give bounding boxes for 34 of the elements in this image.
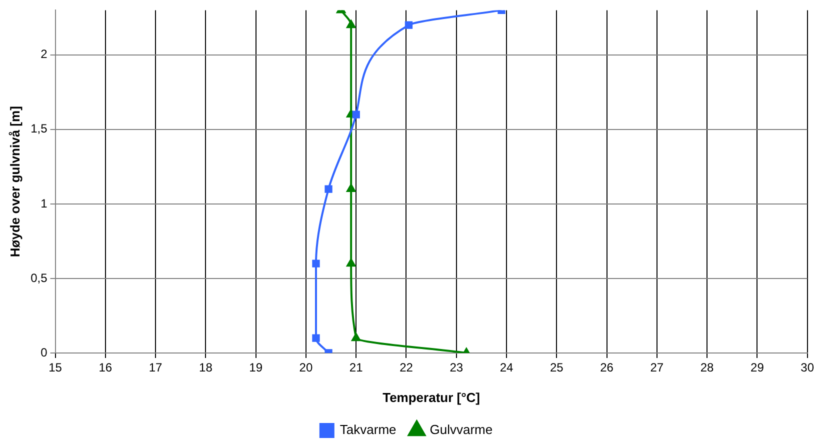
- point: [352, 333, 361, 342]
- x-axis-title: Temperatur [°C]: [382, 390, 480, 405]
- x-tick-label: 17: [148, 360, 163, 375]
- x-tick-label: 18: [199, 360, 213, 375]
- x-tick-label: 15: [48, 360, 62, 375]
- y-tick-label: 0,5: [30, 270, 48, 285]
- point: [346, 184, 356, 192]
- x-tick-label: 27: [650, 360, 664, 375]
- y-tick-label: 0: [40, 345, 48, 360]
- point: [312, 334, 320, 342]
- y-tick-label: 1: [40, 196, 48, 210]
- point: [312, 260, 320, 268]
- x-tick-label: 28: [700, 360, 714, 375]
- x-tick-label: 20: [299, 360, 313, 375]
- x-tick-label: 21: [349, 360, 364, 375]
- x-tick-label: 26: [600, 360, 614, 375]
- x-tick-label: 25: [550, 360, 564, 375]
- x-tick-label: 22: [400, 360, 414, 375]
- x-tick-label: 19: [249, 360, 263, 375]
- legend-label: Takvarme: [340, 422, 396, 438]
- point: [346, 258, 356, 267]
- point: [346, 20, 356, 28]
- legend-label: Gulvvarme: [430, 422, 493, 438]
- x-tick-label: 30: [800, 360, 814, 375]
- point: [404, 21, 413, 29]
- y-axis-title: Høyde over gulvnivå [m]: [7, 106, 22, 258]
- x-tick-label: 24: [500, 360, 514, 375]
- x-tick-label: 23: [450, 360, 464, 375]
- x-tick-label: 29: [750, 360, 764, 375]
- point: [352, 110, 360, 118]
- y-tick-label: 1,5: [30, 122, 48, 136]
- point: [324, 185, 332, 193]
- x-tick-label: 16: [98, 360, 112, 375]
- y-tick-label: 2: [40, 47, 48, 62]
